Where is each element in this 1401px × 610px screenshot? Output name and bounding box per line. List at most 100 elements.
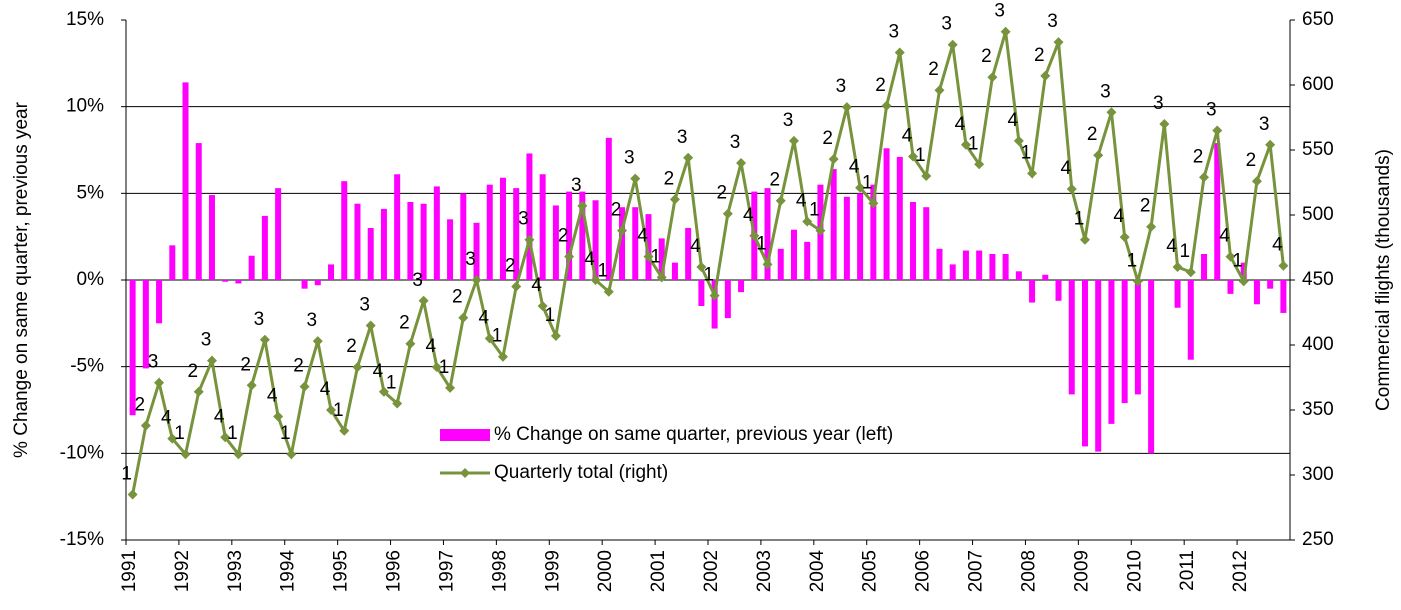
marker [1146,221,1157,232]
x-tick-label: 2004 [807,550,828,593]
point-label: 4 [214,406,225,427]
bar [1214,143,1221,280]
marker [881,100,892,111]
bar [883,148,890,280]
point-label: 2 [399,313,410,334]
y2-tick-label: 600 [1302,74,1334,95]
point-label: 2 [452,287,463,308]
bar [1029,280,1036,303]
bar [182,82,189,281]
marker [696,262,707,272]
x-tick-label: 2000 [595,550,616,592]
x-tick-label: 1992 [172,550,193,592]
y-tick-label: -15% [60,529,104,550]
bar [156,280,163,324]
point-label: 1 [703,265,714,286]
x-tick-label: 2008 [1018,550,1039,592]
marker [259,334,270,345]
x-tick-label: 2001 [648,550,669,592]
bar [619,207,626,280]
marker [921,171,932,181]
bar [328,264,335,280]
bar [764,188,771,280]
point-label: 2 [981,46,992,67]
point-label: 3 [677,127,688,148]
marker [511,281,522,292]
marker [828,154,839,165]
marker [974,159,985,170]
marker [908,151,919,162]
marker [1132,276,1143,287]
y2-tick-label: 350 [1302,399,1334,420]
marker [868,198,879,209]
point-label: 2 [1193,146,1204,167]
bar [1121,280,1128,404]
point-label: 3 [518,209,529,230]
marker [617,225,628,236]
bar [777,248,784,280]
marker [1172,262,1183,272]
y-tick-label: -5% [70,356,104,377]
point-label: 1 [439,357,450,378]
marker [1199,172,1210,183]
marker [894,47,905,58]
marker [233,449,244,460]
point-label: 1 [492,326,503,347]
bar [976,250,983,280]
point-label: 2 [769,170,780,191]
bar [1253,280,1260,305]
bar [711,280,718,329]
point-label: 2 [505,256,516,277]
marker [1079,234,1090,245]
point-label: 2 [558,226,569,247]
y2-tick-label: 400 [1302,334,1334,355]
bar [447,219,454,280]
point-label: 4 [743,205,754,226]
marker [550,330,561,341]
marker [1265,139,1276,150]
marker [577,200,588,211]
y2-axis-title: Commercial flights (thousands) [1373,149,1394,411]
bar [367,228,374,280]
marker [365,320,376,331]
bar [420,203,427,280]
marker [722,208,733,219]
marker [471,275,482,285]
point-label: 1 [1074,209,1085,230]
marker [1225,251,1236,262]
marker [1053,37,1064,48]
marker [180,449,191,460]
marker [458,312,469,323]
point-label: 2 [875,75,886,96]
y-tick-label: 15% [66,9,104,30]
bar [486,184,493,280]
marker [1185,267,1196,278]
y2-tick-label: 450 [1302,269,1334,290]
point-label: 4 [1272,235,1283,256]
bar [248,255,255,280]
point-label: 3 [1259,114,1270,135]
point-label: 3 [148,352,159,373]
bar [235,280,242,284]
point-label: 3 [412,270,423,291]
point-label: 3 [1153,93,1164,114]
marker [630,173,641,184]
marker [762,259,773,270]
point-label: 1 [1127,250,1138,271]
marker [339,425,350,436]
point-label: 3 [994,1,1005,22]
marker [273,411,284,422]
x-tick-label: 2003 [754,550,775,592]
bar [1280,280,1287,313]
y2-tick-label: 300 [1302,464,1334,485]
bar [380,208,387,280]
point-label: 1 [121,464,132,485]
point-label: 1 [598,261,609,282]
y2-tick-label: 500 [1302,204,1334,225]
bar [473,222,480,280]
bar [222,280,229,282]
x-tick-label: 1991 [119,550,140,592]
bar [142,280,149,369]
bar [1068,280,1075,395]
